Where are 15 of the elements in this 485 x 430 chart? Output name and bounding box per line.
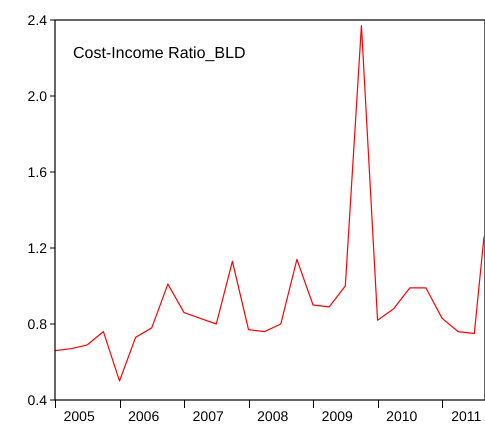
x-tick-label: 2008	[257, 408, 289, 424]
x-tick-label: 2010	[386, 408, 418, 424]
x-tick-label: 2006	[128, 408, 160, 424]
x-tick-label: 2005	[64, 408, 95, 424]
y-tick-label: 2.4	[28, 12, 48, 28]
y-tick-label: 1.2	[28, 240, 48, 256]
y-tick-label: 0.8	[28, 316, 48, 332]
y-tick-label: 0.4	[28, 392, 48, 408]
x-tick-label: 2009	[322, 408, 354, 424]
x-tick-label: 2011	[451, 408, 482, 424]
y-tick-label: 2.0	[28, 88, 48, 104]
text: Cost-Income Ratio_BLD	[73, 45, 246, 62]
x-tick-label: 2007	[192, 408, 224, 424]
y-tick-label: 1.6	[28, 164, 48, 180]
line-series	[55, 25, 484, 382]
